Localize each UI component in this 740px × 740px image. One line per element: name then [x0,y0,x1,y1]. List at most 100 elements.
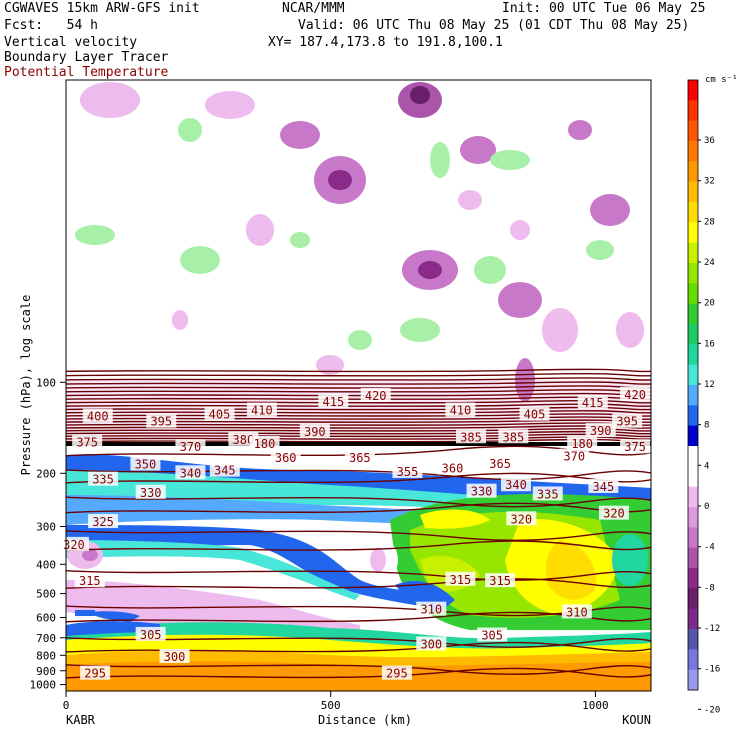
theta-label: 320 [510,512,532,526]
theta-label-bg [299,423,330,438]
theta-label-bg [485,455,516,470]
theta-label-bg [88,514,119,529]
theta-contour [66,540,651,552]
forecast-hour: Fcst: 54 h [4,18,98,33]
valid-time: Valid: 06 UTC Thu 08 May 25 (01 CDT Thu … [298,18,690,33]
colorbar-swatch [688,405,698,427]
y-tick-label: 600 [36,612,56,625]
theta-label-bg [80,665,111,680]
y-tick-label: 500 [36,588,56,601]
theta-label-bg [506,511,537,526]
colorbar-level-label: 4 [704,461,709,471]
y-tick-label: 1000 [30,679,57,692]
colorbar-level-label: 8 [704,421,709,431]
colorbar-swatch [688,141,698,162]
endpoint-right-label: KOUN [622,713,651,727]
theta-label-bg [585,423,616,438]
colorbar-swatch [688,100,698,122]
colorbar-swatch [688,446,698,467]
theta-label: 340 [505,478,527,492]
theta-label-bg [559,448,590,463]
colorbar: 36 32 28 24 20 16 12 8 4 0 -4 -8 -12 -16 -20 [687,79,720,715]
theta-label: 340 [180,466,202,480]
theta-label: 420 [624,388,646,402]
colorbar-swatch [688,283,698,305]
colorbar-swatch [688,242,698,264]
theta-label-bg [620,439,651,454]
colorbar-swatch [688,324,698,345]
theta-label-bg [477,627,508,642]
theta-contour [66,368,651,373]
theta-label: 370 [563,450,585,464]
theta-label: 345 [214,464,236,478]
theta-label-bg [416,636,447,651]
theta-label-bg [318,393,349,408]
theta-label: 380 [233,433,255,447]
theta-label-bg [344,449,375,464]
field-boundary-layer-tracer: Boundary Layer Tracer [4,50,169,65]
colorbar-swatch [688,568,698,589]
theta-contour [66,381,651,385]
theta-label: 330 [471,485,493,499]
theta-label-bg [437,460,468,475]
theta-label-bg [519,406,550,421]
colorbar-level-label: -12 [704,624,720,634]
plot-frame [65,79,652,692]
theta-label-bg [82,408,113,423]
theta-label: 320 [603,507,625,521]
theta-label: 390 [304,425,326,439]
colorbar-level-label: 0 [704,502,709,512]
theta-label-bg [130,456,161,471]
field-potential-temperature: Potential Temperature [4,65,169,80]
colorbar-swatch [688,629,698,650]
colorbar-swatch [688,608,698,630]
theta-label: 300 [420,638,442,652]
theta-label: 410 [450,404,472,418]
theta-label: 315 [79,574,101,588]
theta-contour [66,664,651,675]
y-tick-label: 300 [36,521,56,534]
theta-label-bg [209,462,240,477]
y-tick-label: 800 [36,649,56,662]
theta-label-bg [135,484,166,499]
theta-contour [66,578,651,589]
colorbar-level-label: -4 [704,543,715,553]
theta-label: 365 [349,451,371,465]
theta-label: 390 [590,424,612,438]
colorbar-swatch [688,364,698,386]
theta-label: 345 [593,480,615,494]
theta-label: 400 [87,410,109,424]
colorbar-swatch [688,80,698,101]
theta-label: 350 [135,457,157,471]
colorbar-level-label: 36 [704,136,715,146]
theta-label: 295 [386,667,408,681]
theta-label-bg [270,449,301,464]
theta-label-bg [445,571,476,586]
theta-label-bg [416,601,447,616]
theta-label: 180 [254,437,276,451]
theta-label: 180 [571,437,593,451]
y-tick-label: 900 [36,665,56,678]
colorbar-level-label: -20 [704,705,720,715]
theta-label-bg [612,413,643,428]
theta-label-bg [175,439,206,454]
theta-contour [66,502,651,514]
theta-label: 370 [180,440,202,454]
colorbar-level-label: 16 [704,339,715,349]
theta-label: 335 [92,473,114,487]
theta-contour [66,377,651,381]
upper-level-wave-blobs [75,82,644,352]
theta-label-bg [567,436,598,451]
theta-label-bg [577,394,608,409]
y-tick-label: 200 [36,467,56,480]
theta-label: 410 [251,404,273,418]
theta-label: 320 [63,538,85,552]
x-tick-label: 0 [63,699,70,712]
x-axis-ticks: 0 500 1000 [63,691,609,712]
theta-label: 415 [323,395,345,409]
colorbar-unit: cm s⁻¹ [705,75,738,85]
theta-label-bg [532,486,563,501]
theta-label: 405 [524,408,546,422]
